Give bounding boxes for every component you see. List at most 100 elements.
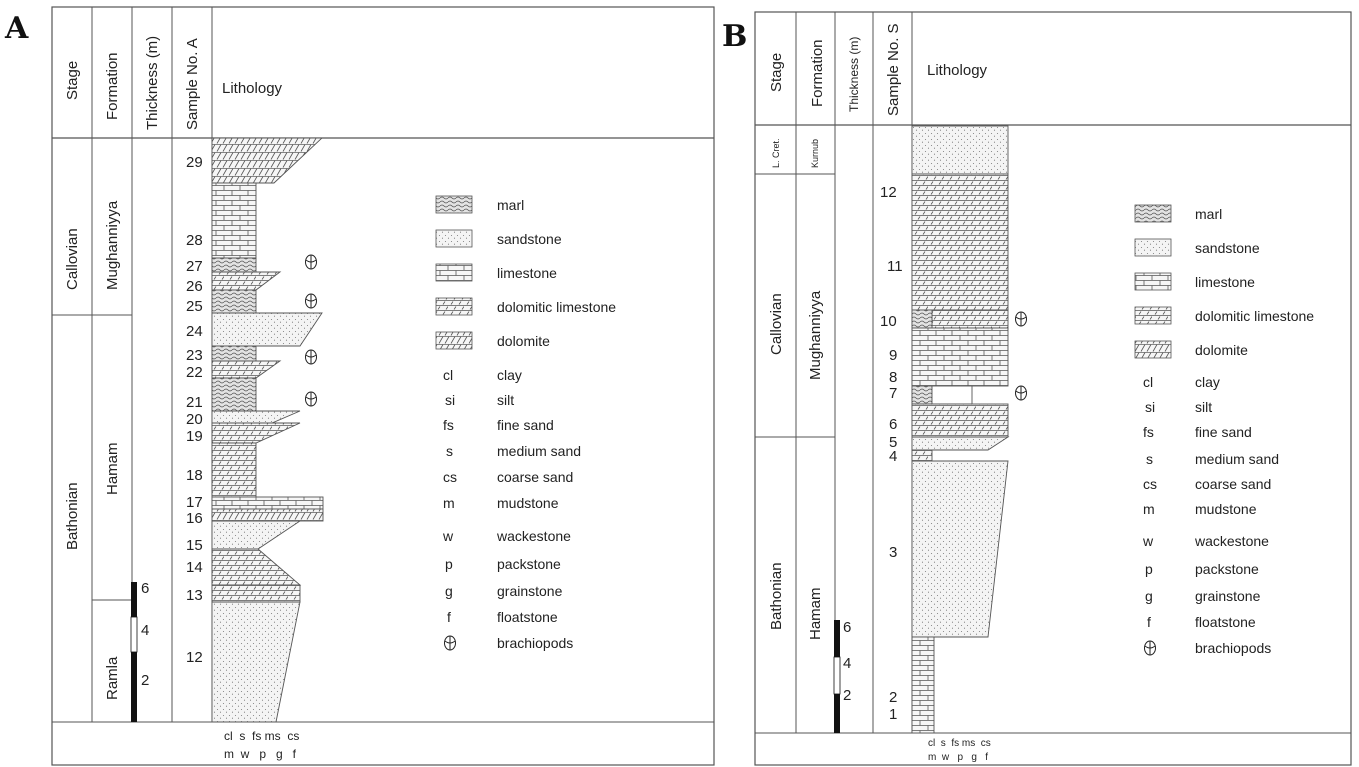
legend-a-term-fine-sand: fine sand (497, 417, 554, 433)
legend-b-abbr-g: g (1145, 588, 1153, 604)
bed-a-marl-25 (211, 289, 257, 314)
legend-b-term-brachiopods: brachiopods (1195, 640, 1271, 656)
brachiopod-icon (305, 254, 317, 270)
sample-a-23: 23 (186, 347, 203, 364)
panel-b-grain-axis-bottom: m w p g f (928, 752, 988, 763)
panel-b-thickness-scale (833, 620, 841, 733)
sample-a-29: 29 (186, 154, 203, 171)
panel-a-tick-2: 2 (141, 672, 149, 689)
panel-a-label: A (4, 11, 29, 46)
panel-a-header-sample: Sample No. A (184, 38, 201, 130)
legend-a-swatch-marl (435, 195, 473, 214)
bed-a-dolime-26 (211, 271, 282, 291)
legend-a-abbr-p: p (445, 556, 453, 572)
legend-b-dolomitic-limestone: dolomitic limestone (1195, 308, 1314, 324)
legend-a-abbr-cs: cs (443, 469, 457, 485)
panel-a-formation-hamam: Hamam (104, 442, 121, 495)
sample-a-20: 20 (186, 411, 203, 428)
legend-a-swatch-limestone (435, 263, 473, 282)
legend-a-term-brachiopods: brachiopods (497, 635, 573, 651)
bed-a-dolime-13 (211, 584, 301, 603)
bed-a-sand-15 (211, 520, 302, 550)
bed-a-sand-20 (211, 410, 301, 424)
sample-a-17: 17 (186, 494, 203, 511)
legend-b-abbr-w: w (1142, 533, 1154, 549)
legend-b-swatch-dolomite (1134, 340, 1172, 359)
legend-a-dolomitic-limestone: dolomitic limestone (497, 299, 616, 315)
brachiopod-icon (444, 635, 456, 651)
panel-b-stage-bathonian: Bathonian (768, 562, 785, 630)
legend-b-abbr-s: s (1146, 451, 1153, 467)
sample-a-19: 19 (186, 428, 203, 445)
panel-a-header-lithology: Lithology (222, 80, 283, 97)
bed-b-sand-5 (911, 436, 1010, 451)
bed-b-dolime-11-12 (911, 173, 1009, 311)
sample-b-7: 7 (889, 385, 897, 402)
panel-b-formation-hamam: Hamam (807, 587, 824, 640)
panel-b-formation-kurnub: Kurnub (810, 139, 820, 168)
sample-a-14: 14 (186, 559, 203, 576)
sample-b-5: 5 (889, 434, 897, 451)
bed-a-dolime-19 (211, 422, 301, 444)
sample-a-28: 28 (186, 232, 203, 249)
panel-a-header-stage: Stage (64, 61, 81, 100)
legend-b-dolomite: dolomite (1195, 342, 1248, 358)
legend-a-abbr-w: w (442, 528, 454, 544)
legend-b-abbr-f: f (1147, 614, 1151, 630)
sample-a-12: 12 (186, 649, 203, 666)
panel-b-brachiopod-markers (1015, 311, 1027, 401)
panel-b-legend: marl sandstone limestone dolomitic limes… (1134, 204, 1314, 656)
brachiopod-icon (1015, 385, 1027, 401)
bed-b-sand-3 (911, 460, 1009, 638)
legend-b-sandstone: sandstone (1195, 240, 1260, 256)
legend-b-swatch-sandstone (1134, 238, 1172, 257)
panel-a-header-formation: Formation (104, 52, 121, 120)
legend-b-swatch-marl (1134, 204, 1172, 223)
panel-b-stage-l-cret: L. Cret. (771, 138, 781, 168)
legend-a-abbr-s: s (446, 443, 453, 459)
legend-a-term-packstone: packstone (497, 556, 561, 572)
legend-b-swatch-limestone (1134, 272, 1172, 291)
sample-a-24: 24 (186, 323, 203, 340)
panel-a-frame (51, 6, 715, 766)
sample-b-6: 6 (889, 416, 897, 433)
bed-a-dolime-22 (211, 360, 282, 379)
sample-a-27: 27 (186, 258, 203, 275)
sample-b-8: 8 (889, 369, 897, 386)
panel-a-lithology-column (211, 137, 324, 723)
bed-a-marl-27 (211, 257, 257, 273)
sample-a-26: 26 (186, 278, 203, 295)
bed-b-limestone-8-9 (911, 327, 1009, 387)
legend-a-swatch-dolomite (435, 331, 473, 350)
bed-a-marl-21 (211, 377, 257, 412)
legend-b-abbr-si: si (1145, 399, 1155, 415)
legend-b-term-clay: clay (1195, 374, 1220, 390)
legend-a-marl: marl (497, 197, 524, 213)
panel-b-label: B (722, 19, 747, 54)
legend-a-abbr-fs: fs (443, 417, 454, 433)
panel-a-stage-bathonian: Bathonian (64, 482, 81, 550)
legend-b-term-medium-sand: medium sand (1195, 451, 1279, 467)
panel-a-legend: marl sandstone limestone dolomitic limes… (435, 195, 616, 651)
panel-b-grain-axis-top: cl s fs ms cs (928, 738, 991, 749)
bed-a-dolomite-16 (211, 508, 324, 522)
bed-a-dolomite-29 (211, 137, 324, 184)
legend-a-term-wackestone: wackestone (496, 528, 571, 544)
bed-a-dolime-18 (211, 442, 257, 498)
legend-a-sandstone: sandstone (497, 231, 562, 247)
brachiopod-icon (305, 293, 317, 309)
bed-b-marl-10 (911, 309, 933, 329)
brachiopod-icon (1015, 311, 1027, 327)
legend-b-term-grainstone: grainstone (1195, 588, 1261, 604)
panel-b-tick-4: 4 (843, 655, 851, 672)
legend-b-term-silt: silt (1195, 399, 1212, 415)
bed-b-dolime-6 (911, 403, 1009, 438)
legend-b-abbr-fs: fs (1143, 424, 1154, 440)
brachiopod-icon (1144, 640, 1156, 656)
panel-b-tick-2: 2 (843, 687, 851, 704)
legend-b-swatch-dolomitic-limestone (1134, 306, 1172, 325)
legend-a-term-silt: silt (497, 392, 514, 408)
panel-b-tick-6: 6 (843, 619, 851, 636)
sample-b-1: 1 (889, 706, 897, 723)
